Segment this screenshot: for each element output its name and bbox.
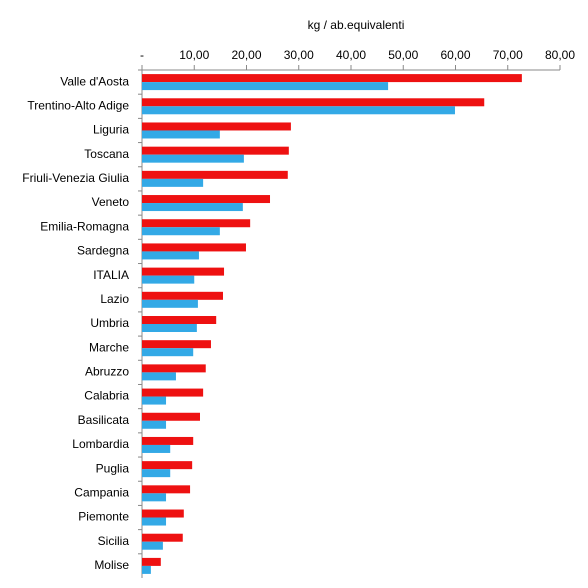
y-tick-label: Valle d'Aosta [60,74,129,88]
bar [142,557,161,566]
x-tick-label: 70,00 [493,48,523,62]
bar [142,485,191,494]
bar [142,74,522,83]
bar [142,275,195,284]
y-tick-label: Liguria [93,123,129,137]
y-tick-label: Trentino-Alto Adige [27,98,129,112]
y-tick-label: Puglia [96,461,130,475]
bar [142,436,194,445]
bar [142,469,171,478]
x-tick-label: 20,00 [231,48,261,62]
bar [142,493,167,502]
y-tick-label: Molise [94,558,129,572]
y-tick-label: Toscana [84,147,129,161]
bar [142,565,151,574]
bar [142,396,167,405]
bar [142,267,225,276]
bar [142,130,220,139]
x-tick-label: 40,00 [336,48,366,62]
bar [142,533,183,542]
y-tick-label: Veneto [92,195,130,209]
bar [142,324,197,332]
y-tick-label: Piemonte [78,510,129,524]
bar [142,291,223,300]
y-tick-label: Sardegna [77,244,129,258]
bar [142,122,291,131]
y-tick-label: Basilicata [78,413,130,427]
bar [142,170,288,179]
y-tick-label: Calabria [84,389,129,403]
bar [142,348,194,357]
bar [142,219,251,228]
bar [142,106,455,115]
bar [142,517,167,526]
x-tick-label: 60,00 [440,48,470,62]
y-tick-label: Lazio [100,292,129,306]
bar [142,98,485,107]
bar [142,154,244,163]
bar [142,227,220,236]
x-tick-label: 50,00 [388,48,418,62]
y-tick-label: Sicilia [98,534,130,548]
bar [142,364,206,373]
bar [142,243,246,252]
y-tick-label: Lombardia [72,437,129,451]
bar [142,251,199,260]
x-tick-label: 30,00 [284,48,314,62]
y-tick-label: Marche [89,340,129,354]
y-tick-label: Friuli-Venezia Giulia [22,171,129,185]
y-tick-label: Campania [74,486,129,500]
bar [142,541,163,550]
x-tick-label: - [140,48,144,62]
bar [142,420,167,429]
bar [142,509,184,518]
bar [142,203,243,212]
x-tick-label: 80,00 [545,48,575,62]
bar [142,444,171,453]
bar [142,195,271,204]
bar [142,178,204,187]
bar [142,388,204,397]
y-tick-label: Umbria [90,316,129,330]
y-tick-label: Emilia-Romagna [40,219,129,233]
y-tick-label: Abruzzo [85,365,129,379]
y-tick-label: ITALIA [93,268,129,282]
bar [142,146,289,155]
bar [142,316,217,324]
bar [142,461,193,470]
x-tick-label: 10,00 [179,48,209,62]
bar [142,412,200,421]
bar [142,372,176,381]
bar [142,299,198,308]
axis-title: kg / ab.equivalenti [308,18,405,32]
bar [142,340,211,349]
bar [142,82,389,91]
